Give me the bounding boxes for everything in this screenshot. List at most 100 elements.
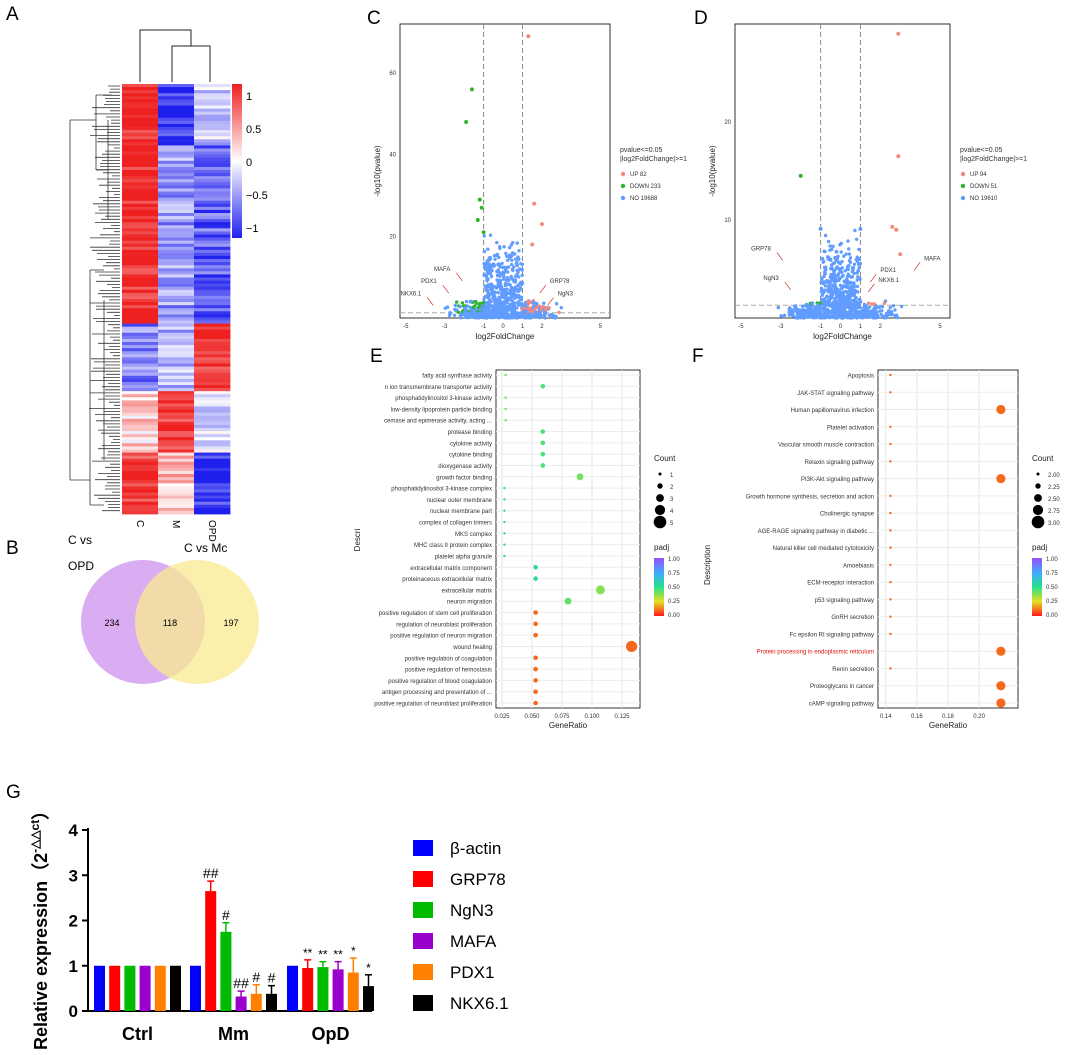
legend-swatch bbox=[413, 840, 433, 856]
heatmap-cell bbox=[194, 354, 231, 358]
volcano-point bbox=[896, 31, 901, 36]
volcano-point bbox=[848, 260, 853, 264]
volcano-point bbox=[798, 313, 802, 318]
annotation-pointer bbox=[870, 273, 877, 283]
heatmap-column-label: M bbox=[170, 520, 181, 528]
heatmap-column-labels: C M OPD bbox=[134, 520, 217, 542]
heatmap-cell bbox=[122, 363, 159, 367]
heatmap-cell bbox=[158, 283, 195, 288]
volcano-point bbox=[532, 300, 536, 305]
heatmap-cell bbox=[194, 449, 231, 453]
heatmap-cell bbox=[158, 237, 195, 242]
volcano-point bbox=[514, 316, 518, 320]
count-legend-label: 3.00 bbox=[1048, 521, 1060, 527]
volcano-point bbox=[550, 312, 554, 317]
heatmap-cell bbox=[158, 342, 195, 346]
heatmap-cell bbox=[158, 96, 195, 100]
heatmap-cell bbox=[122, 179, 159, 183]
heatmap-cell bbox=[194, 99, 231, 103]
heatmap-cell bbox=[122, 431, 159, 435]
heatmap-cell bbox=[194, 286, 231, 291]
volcano-c-plot: MAFA PDX1 NKX6.1 GRP78 NgN3 -5 -3 -1 0 1 2 5 20 40 60 l… bbox=[373, 23, 687, 341]
volcano-point bbox=[487, 309, 491, 313]
heatmap-cell bbox=[158, 305, 195, 309]
volcano-point bbox=[838, 309, 842, 313]
volcano-point bbox=[464, 120, 469, 124]
volcano-point bbox=[827, 285, 831, 289]
y-axis-label: -log10(pvalue) bbox=[708, 145, 717, 196]
volcano-point bbox=[845, 264, 850, 269]
volcano-point bbox=[480, 314, 485, 318]
volcano-point bbox=[856, 262, 861, 266]
volcano-point bbox=[486, 272, 490, 276]
panel-b: B C vs OPD C vs Mc 234 118 197 bbox=[6, 533, 259, 684]
volcano-point bbox=[443, 306, 447, 310]
volcano-point bbox=[511, 268, 515, 273]
volcano-point bbox=[837, 289, 841, 293]
heatmap-cell bbox=[158, 170, 195, 174]
heatmap-cell bbox=[158, 243, 195, 248]
heatmap-cell bbox=[194, 388, 231, 392]
count-legend-label: 3 bbox=[670, 497, 674, 503]
volcano-point bbox=[866, 306, 871, 310]
volcano-point bbox=[890, 224, 895, 229]
heatmap-cell bbox=[194, 363, 231, 367]
heatmap-cell bbox=[122, 510, 159, 515]
volcano-point bbox=[820, 293, 825, 297]
term-label: Vascular smooth muscle contraction bbox=[778, 443, 874, 449]
heatmap-cell bbox=[194, 299, 231, 303]
panel-e: E fatty acid synthase activity n ion tran… bbox=[353, 346, 680, 730]
volcano-point bbox=[519, 297, 524, 302]
term-dot bbox=[533, 700, 538, 706]
heatmap-cell bbox=[194, 206, 231, 211]
heatmap-cell bbox=[158, 388, 195, 392]
heatmap-cell bbox=[122, 96, 159, 100]
heatmap-cell bbox=[194, 222, 231, 226]
heatmap-cell bbox=[122, 225, 159, 229]
term-label: positive regulation of blood coagulation bbox=[388, 679, 492, 685]
count-legend-label: 2.50 bbox=[1048, 497, 1060, 503]
volcano-point bbox=[787, 310, 791, 314]
heatmap-cell bbox=[194, 308, 231, 312]
term-dot bbox=[503, 509, 506, 512]
heatmap-cell bbox=[122, 120, 159, 125]
heatmap-cell bbox=[158, 366, 195, 371]
heatmap-cell bbox=[194, 117, 231, 122]
heatmap-cell bbox=[158, 127, 195, 131]
volcano-point bbox=[834, 256, 839, 260]
volcano-point bbox=[834, 314, 838, 318]
legend-swatch bbox=[413, 871, 433, 887]
volcano-point bbox=[491, 292, 495, 297]
volcano-point bbox=[486, 304, 490, 308]
heatmap-cell bbox=[158, 234, 195, 238]
heatmap-cell bbox=[194, 412, 231, 417]
volcano-point bbox=[823, 233, 828, 238]
term-label: protease binding bbox=[448, 430, 492, 436]
heatmap-cell bbox=[122, 117, 159, 122]
colorbar-tick-label: −1 bbox=[246, 223, 259, 235]
heatmap-cell bbox=[194, 335, 231, 340]
heatmap-cell bbox=[158, 157, 195, 162]
heatmap-cell bbox=[158, 483, 195, 487]
volcano-point bbox=[853, 297, 857, 302]
heatmap-cell bbox=[194, 256, 231, 260]
x-tick-label: 0.125 bbox=[614, 714, 630, 720]
bar bbox=[332, 969, 344, 1011]
heatmap-cell bbox=[158, 240, 195, 245]
heatmap-cell bbox=[194, 252, 231, 257]
volcano-point bbox=[829, 288, 833, 293]
heatmap-cell bbox=[158, 464, 195, 469]
volcano-point bbox=[848, 301, 853, 305]
term-label: extracellular matrix bbox=[442, 588, 492, 594]
heatmap-cell bbox=[194, 483, 231, 487]
term-label: Natural killer cell mediated cytotoxicit… bbox=[773, 546, 874, 552]
term-label: nuclear outer membrane bbox=[427, 498, 493, 504]
dendrogram-branches bbox=[69, 85, 120, 512]
significance-mark: # bbox=[222, 907, 230, 923]
heatmap-column-label: C bbox=[134, 520, 145, 527]
volcano-point bbox=[511, 293, 515, 297]
volcano-point bbox=[458, 304, 462, 309]
term-dot bbox=[503, 486, 506, 490]
volcano-point bbox=[535, 305, 539, 309]
heatmap-cell bbox=[194, 176, 231, 180]
